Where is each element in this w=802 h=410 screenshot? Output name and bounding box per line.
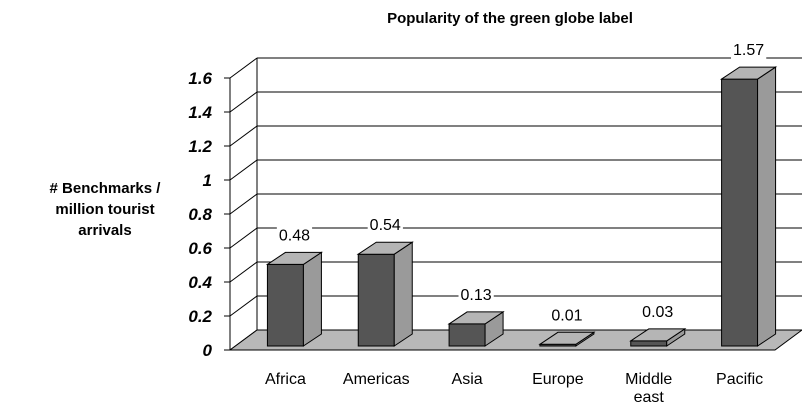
gridline-side [230, 228, 257, 248]
bar-front [449, 324, 485, 346]
y-tick-label: 0.6 [188, 239, 212, 258]
bar-front [358, 254, 394, 346]
data-label: 0.03 [642, 304, 673, 321]
data-label: 0.54 [370, 217, 401, 234]
y-tick-label: 1.6 [188, 69, 212, 88]
data-label: 0.01 [551, 307, 582, 324]
gridline-side [230, 92, 257, 112]
bar-side [758, 67, 776, 346]
data-label: 0.13 [461, 287, 492, 304]
y-tick-label: 1.4 [188, 103, 212, 122]
x-tick-label: Europe [532, 371, 584, 388]
y-tick-label: 0.4 [188, 273, 212, 292]
y-tick-label: 1 [203, 171, 212, 190]
x-tick-label: Middle [625, 371, 672, 388]
data-label: 1.57 [733, 42, 764, 59]
x-tick-label: east [634, 389, 665, 406]
gridline-side [230, 126, 257, 146]
bar-side [303, 252, 321, 346]
gridline-side [230, 58, 257, 78]
y-tick-label: 0.2 [188, 307, 212, 326]
x-tick-label: Africa [265, 371, 306, 388]
gridline-side [230, 296, 257, 316]
gridline-side [230, 194, 257, 214]
data-label: 0.48 [279, 227, 310, 244]
bar-front [267, 264, 303, 346]
y-tick-label: 1.2 [188, 137, 212, 156]
x-tick-label: Americas [343, 371, 410, 388]
x-tick-label: Asia [452, 371, 483, 388]
bar-side [394, 242, 412, 346]
y-tick-label: 0 [203, 341, 213, 360]
y-tick-label: 0.8 [188, 205, 212, 224]
bar-front [631, 341, 667, 346]
x-tick-label: Pacific [716, 371, 763, 388]
gridline-side [230, 262, 257, 282]
bar-front [722, 79, 758, 346]
gridline-side [230, 160, 257, 180]
